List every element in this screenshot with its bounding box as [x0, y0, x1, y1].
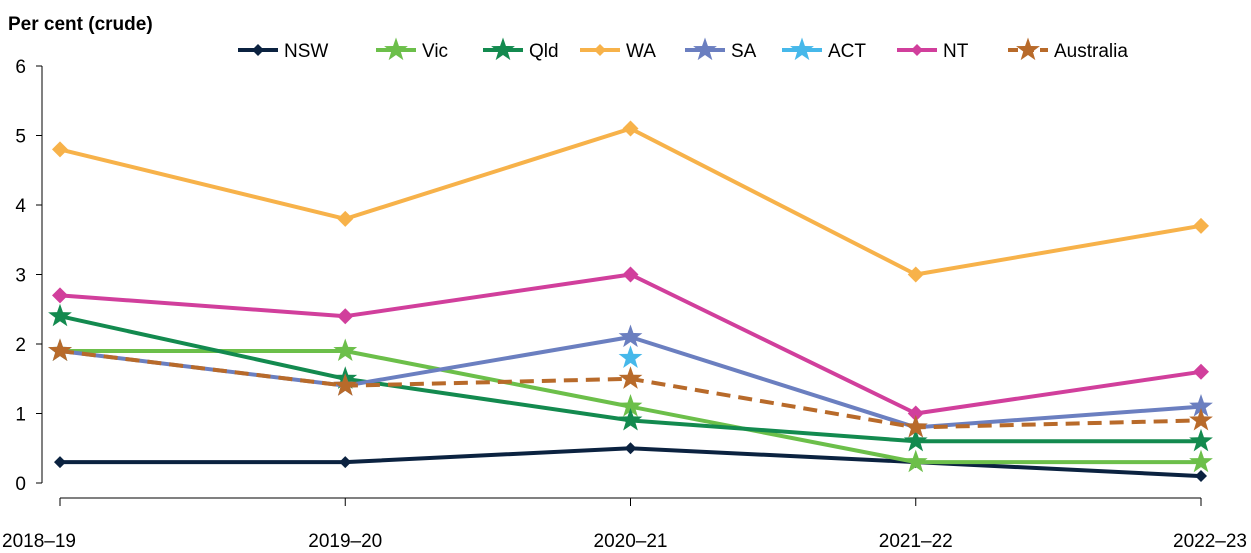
- data-point-vic: [1189, 449, 1213, 473]
- legend-swatch-marker: [911, 44, 923, 56]
- legend-item-australia: Australia: [1008, 37, 1128, 62]
- y-tick-label: 6: [15, 57, 26, 78]
- y-tick-label: 0: [15, 474, 26, 495]
- x-tick-label: 2018–19: [2, 531, 76, 552]
- legend-swatch-marker: [491, 37, 515, 61]
- data-point-wa: [337, 210, 354, 227]
- x-tick-label: 2019–20: [308, 531, 382, 552]
- legend-item-wa: WA: [580, 41, 656, 62]
- data-point-australia: [903, 414, 928, 438]
- y-tick-label: 3: [15, 266, 26, 287]
- legend-label: ACT: [828, 41, 866, 62]
- data-point-nt: [52, 287, 68, 304]
- legend-label: Australia: [1054, 41, 1128, 62]
- legend-swatch-marker: [594, 44, 606, 56]
- data-point-australia: [48, 338, 72, 362]
- data-point-wa: [622, 120, 639, 137]
- data-point-wa: [1193, 217, 1209, 234]
- data-point-qld: [1189, 428, 1213, 452]
- y-tick-label: 1: [15, 405, 26, 426]
- data-point-nsw: [54, 456, 66, 469]
- legend-swatch-marker: [1016, 37, 1040, 61]
- x-tick-label: 2022–23: [1173, 531, 1247, 552]
- y-tick-label: 5: [15, 127, 26, 148]
- x-tick-label: 2020–21: [594, 531, 668, 552]
- data-point-nt: [622, 266, 639, 283]
- legend-item-vic: Vic: [376, 37, 448, 62]
- data-point-sa: [1189, 394, 1213, 417]
- data-point-vic: [903, 449, 928, 473]
- data-point-act: [618, 345, 643, 369]
- legend-item-nsw: NSW: [238, 41, 328, 62]
- data-point-nt: [1193, 363, 1209, 380]
- data-point-australia: [618, 366, 643, 389]
- series-act: [618, 345, 643, 369]
- legend-item-act: ACT: [782, 37, 866, 62]
- legend-label: NT: [943, 41, 969, 62]
- data-point-wa: [52, 141, 68, 158]
- legend-label: SA: [731, 41, 757, 62]
- y-tick-label: 2: [15, 335, 26, 356]
- data-point-sa: [618, 324, 643, 348]
- data-point-wa: [907, 266, 924, 283]
- series-wa: [52, 120, 1209, 283]
- legend-item-qld: Qld: [483, 37, 559, 62]
- legend-label: Vic: [422, 41, 448, 62]
- data-point-qld: [903, 428, 928, 452]
- series-australia: [48, 338, 1213, 438]
- y-tick-label: 4: [15, 196, 26, 217]
- axes: 0 1 2 3 4 5 6 2018–19 2019–20 2020–21 2021–22 2022–…: [2, 57, 1247, 552]
- data-point-vic: [333, 338, 358, 362]
- legend-item-sa: SA: [685, 37, 757, 62]
- series-line-wa: [59, 126, 1202, 277]
- y-axis-title: Per cent (crude): [8, 14, 153, 35]
- legend-swatch-marker: [790, 37, 814, 61]
- x-tick-label: 2021–22: [879, 531, 953, 552]
- data-point-vic: [618, 394, 643, 417]
- legend-label: Qld: [529, 41, 559, 62]
- legend-swatch-marker: [252, 44, 264, 56]
- series-layer: [48, 120, 1213, 483]
- series-line-nt: [59, 272, 1202, 416]
- legend-label: WA: [626, 41, 656, 62]
- data-point-nsw: [339, 456, 352, 469]
- data-point-nsw: [624, 442, 637, 455]
- data-point-nsw: [1195, 470, 1207, 483]
- legend-item-nt: NT: [897, 41, 969, 62]
- data-point-australia: [333, 373, 358, 396]
- data-point-nt: [337, 308, 354, 325]
- data-point-nt: [907, 405, 924, 422]
- legend-swatch-marker: [693, 37, 717, 61]
- legend-swatch-marker: [384, 37, 408, 61]
- data-point-qld: [48, 303, 72, 327]
- data-point-australia: [1189, 407, 1213, 431]
- legend: NSW Vic Qld WA SA ACT NT Australia: [238, 37, 1128, 62]
- series-nt: [52, 266, 1209, 422]
- data-point-qld: [618, 407, 643, 431]
- legend-label: NSW: [284, 41, 328, 62]
